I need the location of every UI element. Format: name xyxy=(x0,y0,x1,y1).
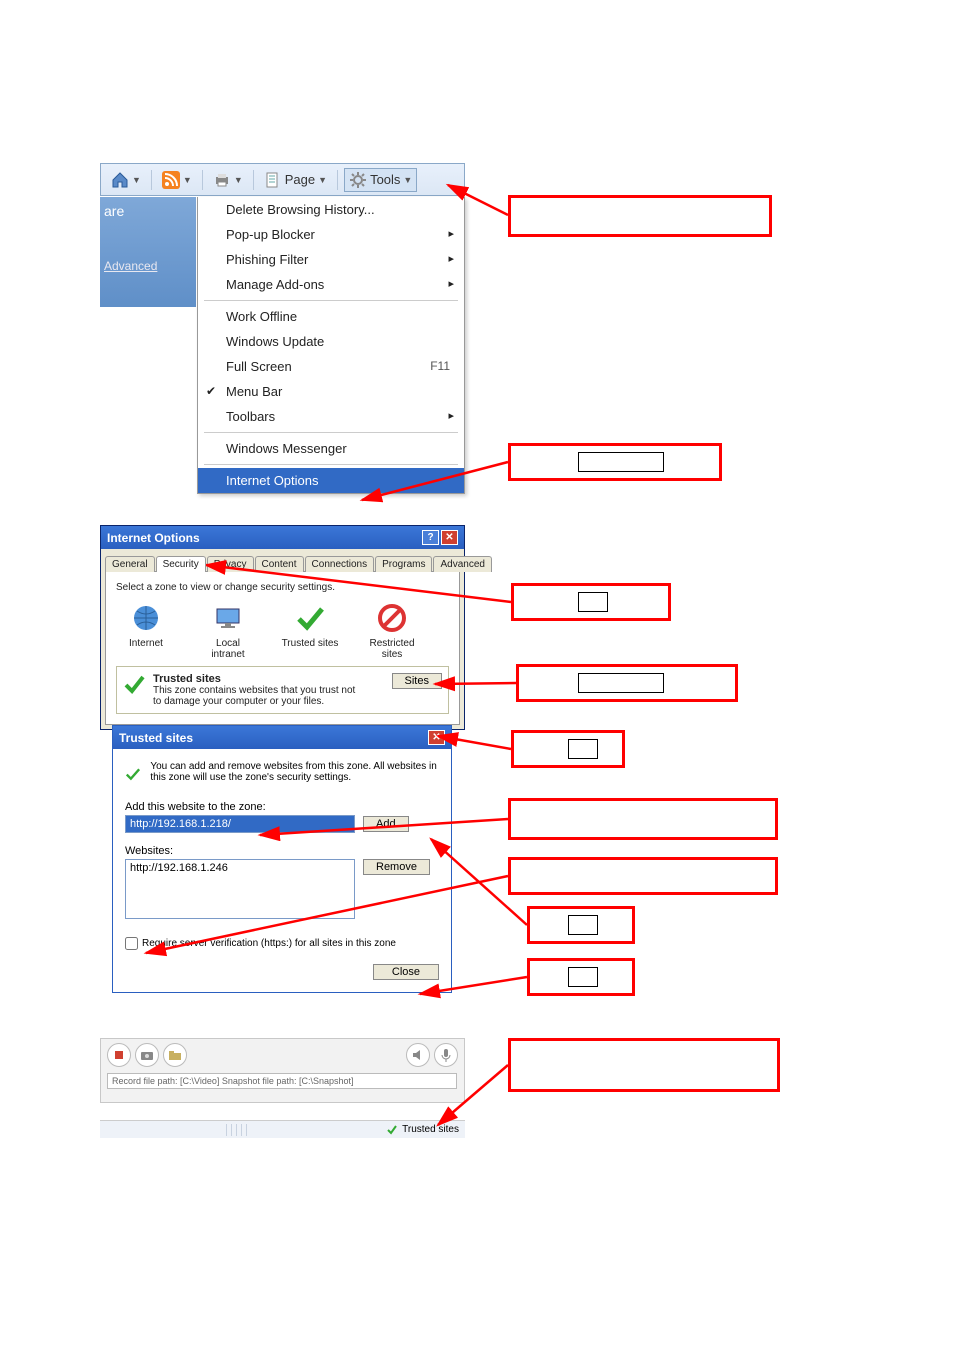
rss-icon xyxy=(162,171,180,189)
menu-item[interactable]: Windows Update xyxy=(198,329,464,354)
list-item[interactable]: http://192.168.1.246 xyxy=(130,862,350,874)
zone-local-intranet[interactable]: Local intranet xyxy=(198,603,258,660)
callout-box xyxy=(508,798,778,840)
sidebar-fragment: are Advanced xyxy=(100,197,196,307)
callout-inner xyxy=(578,673,664,693)
status-bar: Trusted sites xyxy=(100,1120,465,1138)
page-icon xyxy=(264,171,282,189)
close-button[interactable]: ✕ xyxy=(441,530,458,545)
menu-item[interactable]: Phishing Filter xyxy=(198,247,464,272)
callout-box xyxy=(527,906,635,944)
check-icon xyxy=(295,603,325,633)
require-https-input[interactable] xyxy=(125,937,138,950)
internet-options-dialog: Internet Options ? ✕ GeneralSecurityPriv… xyxy=(100,525,465,730)
snapshot-icon[interactable] xyxy=(135,1043,159,1067)
rss-button[interactable]: ▼ xyxy=(158,169,196,191)
menu-item[interactable]: Menu Bar xyxy=(198,379,464,404)
gear-icon xyxy=(349,171,367,189)
tab-advanced[interactable]: Advanced xyxy=(433,556,491,572)
globe-icon xyxy=(131,603,161,633)
check-icon xyxy=(123,673,145,695)
callout-box xyxy=(516,664,738,702)
sound-icon[interactable] xyxy=(406,1043,430,1067)
dialog-titlebar: Internet Options ? ✕ xyxy=(101,526,464,549)
tab-security[interactable]: Security xyxy=(156,556,206,572)
menu-item[interactable]: Full ScreenF11 xyxy=(198,354,464,379)
callout-inner xyxy=(568,739,598,759)
callout-box xyxy=(508,1038,780,1092)
tools-button[interactable]: Tools ▼ xyxy=(344,168,417,192)
menu-item[interactable]: Windows Messenger xyxy=(198,436,464,461)
callout-box xyxy=(511,583,671,621)
require-https-checkbox[interactable]: Require server verification (https:) for… xyxy=(125,937,439,950)
callout-box xyxy=(508,857,778,895)
tools-menu: Delete Browsing History...Pop-up Blocker… xyxy=(197,197,465,494)
check-icon xyxy=(125,761,140,787)
home-button[interactable]: ▼ xyxy=(107,169,145,191)
add-button[interactable]: Add xyxy=(363,816,409,832)
record-icon[interactable] xyxy=(107,1043,131,1067)
ie-toolbar: ▼ ▼ ▼ Page ▼ Tools ▼ xyxy=(100,163,465,196)
callout-inner xyxy=(578,452,664,472)
callout-box xyxy=(511,730,625,768)
zone-list: Internet Local intranet Trusted sites Restr… xyxy=(116,603,449,660)
menu-item[interactable]: Work Offline xyxy=(198,304,464,329)
path-icon[interactable] xyxy=(163,1043,187,1067)
advanced-link[interactable]: Advanced xyxy=(104,259,192,273)
callout-inner xyxy=(568,915,598,935)
no-icon xyxy=(377,603,407,633)
help-button[interactable]: ? xyxy=(422,530,439,545)
sites-button[interactable]: Sites xyxy=(392,673,442,689)
dialog-tabs: GeneralSecurityPrivacyContentConnections… xyxy=(101,549,464,571)
tab-content[interactable]: Content xyxy=(255,556,304,572)
menu-item[interactable]: Delete Browsing History... xyxy=(198,197,464,222)
menu-item[interactable]: Toolbars xyxy=(198,404,464,429)
monitor-icon xyxy=(213,603,243,633)
add-label: Add this website to the zone: xyxy=(125,801,439,813)
print-icon xyxy=(213,171,231,189)
callout-box xyxy=(508,443,722,481)
mic-icon[interactable] xyxy=(434,1043,458,1067)
home-icon xyxy=(111,171,129,189)
callout-box xyxy=(508,195,772,237)
callout-inner xyxy=(578,592,608,612)
trusted-dialog-title: Trusted sites xyxy=(119,731,193,745)
remove-button[interactable]: Remove xyxy=(363,859,430,875)
zone-trusted-sites[interactable]: Trusted sites xyxy=(280,603,340,660)
trusted-heading: Trusted sites xyxy=(153,673,363,685)
trusted-close-x[interactable]: ✕ xyxy=(428,730,445,745)
tab-connections[interactable]: Connections xyxy=(305,556,375,572)
menu-item[interactable]: Pop-up Blocker xyxy=(198,222,464,247)
trusted-zone-box: Trusted sites This zone contains website… xyxy=(116,666,449,714)
websites-label: Websites: xyxy=(125,845,439,857)
tab-general[interactable]: General xyxy=(105,556,155,572)
bottom-toolbar: Record file path: [C:\Video] Snapshot fi… xyxy=(100,1038,465,1103)
require-https-label: Require server verification (https:) for… xyxy=(142,938,396,949)
websites-listbox[interactable]: http://192.168.1.246 xyxy=(125,859,355,919)
dialog-title: Internet Options xyxy=(107,531,200,545)
status-label: Trusted sites xyxy=(402,1124,459,1135)
sidebar-text: are xyxy=(104,203,192,219)
close-button[interactable]: Close xyxy=(373,964,439,980)
check-icon xyxy=(386,1124,398,1136)
trusted-dialog-desc: You can add and remove websites from thi… xyxy=(150,761,439,783)
menu-item[interactable]: Manage Add-ons xyxy=(198,272,464,297)
callout-inner xyxy=(568,967,598,987)
tab-privacy[interactable]: Privacy xyxy=(207,556,254,572)
trusted-dialog-titlebar: Trusted sites ✕ xyxy=(113,726,451,749)
menu-item[interactable]: Internet Options xyxy=(198,468,464,493)
page-button[interactable]: Page ▼ xyxy=(260,169,331,191)
trusted-sites-dialog: Trusted sites ✕ You can add and remove w… xyxy=(112,725,452,993)
add-website-input[interactable]: http://192.168.1.218/ xyxy=(125,815,355,833)
zone-internet[interactable]: Internet xyxy=(116,603,176,660)
path-display: Record file path: [C:\Video] Snapshot fi… xyxy=(107,1073,457,1089)
trusted-desc: This zone contains websites that you tru… xyxy=(153,685,363,707)
zone-prompt: Select a zone to view or change security… xyxy=(116,582,449,593)
callout-box xyxy=(527,958,635,996)
print-button[interactable]: ▼ xyxy=(209,169,247,191)
zone-restricted-sites[interactable]: Restricted sites xyxy=(362,603,422,660)
tab-programs[interactable]: Programs xyxy=(375,556,432,572)
